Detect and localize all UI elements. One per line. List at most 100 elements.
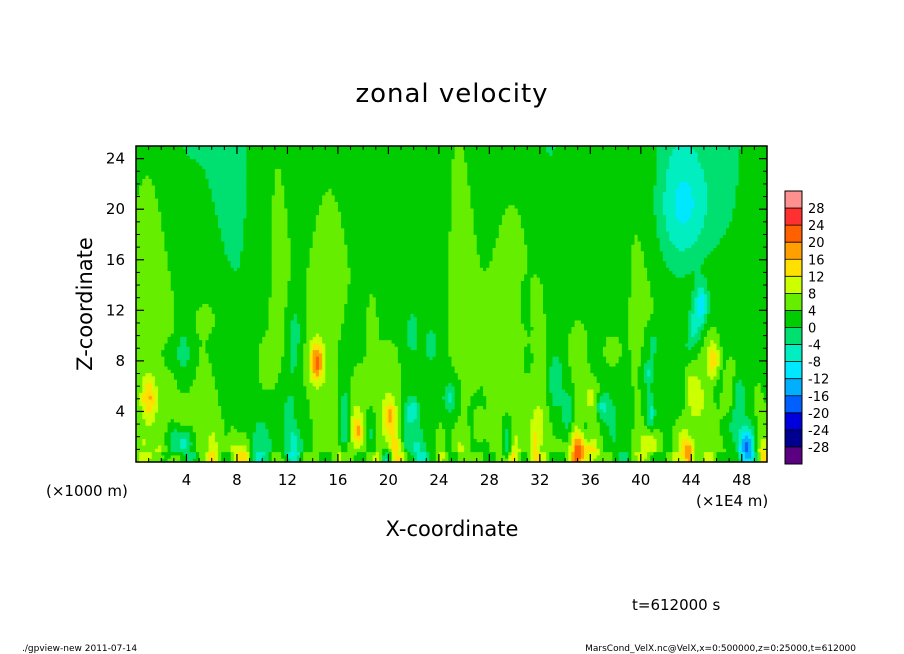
heatmap-cell [744, 155, 749, 160]
heatmap-cell [760, 149, 765, 154]
heatmap-cell [265, 162, 270, 167]
heatmap-cell [419, 169, 424, 173]
heatmap-cell [659, 162, 664, 167]
heatmap-cell [501, 155, 506, 160]
heatmap-cell [369, 155, 374, 160]
heatmap-cell [325, 159, 330, 164]
heatmap-cell [445, 149, 449, 154]
heatmap-cell [760, 155, 765, 160]
heatmap-cell [218, 155, 222, 160]
heatmap-cell [205, 159, 210, 164]
heatmap-cell [697, 165, 702, 170]
heatmap-cell [268, 149, 273, 154]
heatmap-cell [341, 149, 345, 154]
heatmap-cell [577, 165, 582, 170]
heatmap-cell [451, 155, 456, 160]
heatmap-cell [277, 146, 282, 150]
heatmap-cell [672, 152, 677, 157]
heatmap-cell [262, 162, 266, 167]
heatmap-cell [429, 146, 434, 150]
heatmap-cell [202, 155, 206, 160]
heatmap-cell [602, 152, 607, 157]
heatmap-cell [161, 159, 165, 164]
heatmap-cell [145, 149, 150, 154]
heatmap-cell [549, 155, 554, 160]
heatmap-cell [593, 155, 598, 160]
heatmap-cell [318, 152, 323, 157]
heatmap-cell [757, 159, 762, 164]
heatmap-cell [233, 155, 238, 160]
heatmap-cell [662, 165, 667, 170]
heatmap-cell [158, 152, 162, 157]
heatmap-cell [754, 165, 759, 170]
heatmap-cell [438, 162, 443, 167]
heatmap-cell [410, 146, 415, 150]
heatmap-cell [271, 169, 276, 173]
heatmap-cell [375, 149, 380, 154]
heatmap-cell [672, 162, 677, 167]
heatmap-cell [653, 155, 658, 160]
heatmap-cell [268, 165, 273, 170]
heatmap-cell [249, 152, 254, 157]
heatmap-cell [454, 159, 459, 164]
heatmap-cell [580, 162, 585, 167]
heatmap-cell [221, 149, 225, 154]
heatmap-cell [631, 149, 636, 154]
heatmap-cell [457, 146, 462, 150]
heatmap-cell [467, 159, 472, 164]
heatmap-cell [584, 159, 588, 164]
heatmap-cell [369, 159, 374, 164]
heatmap-cell [568, 162, 572, 167]
heatmap-cell [164, 162, 169, 167]
heatmap-cell [486, 162, 490, 167]
heatmap-cell [356, 149, 361, 154]
heatmap-cell [227, 155, 232, 160]
heatmap-cell [202, 165, 206, 170]
heatmap-cell [716, 146, 721, 150]
heatmap-cell [227, 159, 232, 164]
heatmap-cell [527, 152, 531, 157]
heatmap-cell [145, 165, 150, 170]
heatmap-cell [634, 149, 639, 154]
heatmap-cell [341, 165, 345, 170]
heatmap-cell [751, 159, 755, 164]
heatmap-cell [748, 159, 752, 164]
heatmap-cell [505, 159, 509, 164]
heatmap-cell [561, 155, 566, 160]
heatmap-cell [309, 146, 314, 150]
heatmap-cell [451, 146, 456, 150]
heatmap-cell [356, 159, 361, 164]
heatmap-cell [479, 152, 484, 157]
heatmap-cell [514, 149, 519, 154]
heatmap-cell [688, 149, 692, 154]
heatmap-cell [145, 146, 150, 150]
heatmap-cell [151, 149, 156, 154]
heatmap-cell [558, 149, 563, 154]
heatmap-cell [309, 149, 314, 154]
heatmap-cell [763, 149, 767, 154]
heatmap-cell [584, 152, 588, 157]
heatmap-cell [249, 165, 254, 170]
heatmap-cell [719, 146, 724, 150]
heatmap-cell [464, 162, 468, 167]
heatmap-cell [419, 155, 424, 160]
heatmap-cell [306, 165, 311, 170]
heatmap-cell [732, 155, 737, 160]
heatmap-cell [404, 169, 408, 173]
heatmap-cell [205, 165, 210, 170]
heatmap-cell [211, 149, 216, 154]
heatmap-cell [666, 149, 670, 154]
heatmap-cell [527, 159, 531, 164]
heatmap-cell [139, 162, 143, 167]
heatmap-cell [211, 159, 216, 164]
heatmap-cell [599, 155, 604, 160]
heatmap-cell [486, 146, 490, 150]
heatmap-cell [391, 146, 396, 150]
heatmap-cell [552, 162, 557, 167]
heatmap-cell [662, 159, 667, 164]
heatmap-cell [681, 159, 686, 164]
heatmap-cell [615, 165, 620, 170]
heatmap-cell [407, 152, 412, 157]
heatmap-cell [542, 146, 547, 150]
heatmap-cell [710, 162, 714, 167]
